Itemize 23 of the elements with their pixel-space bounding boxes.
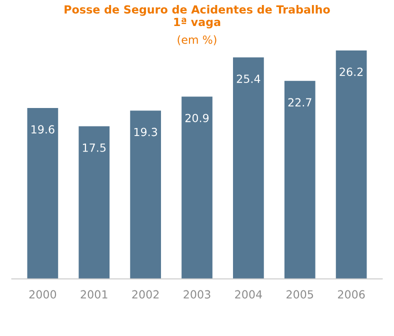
bar — [336, 50, 367, 279]
data-label: 26.2 — [340, 68, 363, 76]
data-label: 25.4 — [236, 74, 260, 83]
x-tick-label: 2004 — [235, 290, 262, 299]
data-label: 17.5 — [82, 144, 106, 152]
data-label: 19.3 — [134, 128, 158, 136]
x-tick-label: 2005 — [286, 290, 314, 299]
x-tick-label: 2003 — [184, 290, 210, 299]
x-tick-label: 2006 — [338, 290, 365, 299]
bar — [233, 57, 264, 279]
bar — [27, 108, 58, 279]
x-tick-label: 2001 — [80, 290, 108, 299]
data-label: 19.6 — [32, 125, 54, 134]
chart-title: Posse de Seguro de Acidentes de Trabalho 1ª vaga — [64, 5, 330, 28]
bar — [78, 126, 110, 279]
bar — [182, 96, 212, 279]
data-label: 20.9 — [185, 114, 209, 122]
chart-subtitle: (em %) — [178, 35, 216, 46]
x-tick-label: 2000 — [29, 290, 56, 299]
bar — [130, 110, 161, 279]
bar — [284, 80, 316, 279]
x-tick-label: 2002 — [132, 290, 159, 299]
data-label: 22.7 — [288, 98, 312, 106]
